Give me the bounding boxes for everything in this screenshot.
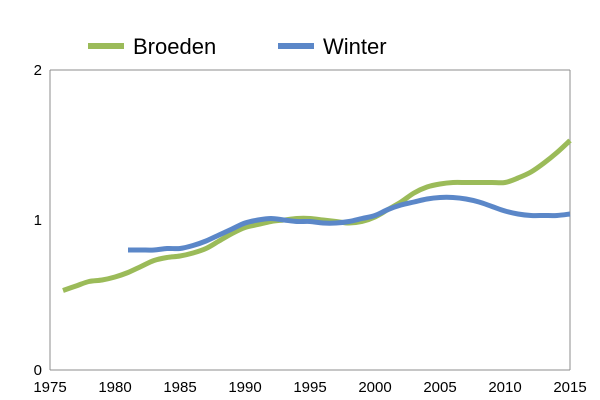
legend-label-winter: Winter bbox=[323, 34, 387, 59]
x-tick-label: 1990 bbox=[228, 379, 261, 396]
legend-label-broeden: Broeden bbox=[133, 34, 216, 59]
y-tick-label: 2 bbox=[34, 62, 42, 79]
x-ticks: 1975 1980 1985 1990 1995 2000 2005 2010 2015 bbox=[33, 379, 586, 396]
x-tick-label: 2000 bbox=[358, 379, 391, 396]
x-tick-label: 1980 bbox=[98, 379, 131, 396]
series-line-broeden bbox=[62, 138, 572, 293]
series-line-winter bbox=[127, 194, 571, 253]
series-layer bbox=[62, 138, 572, 293]
y-tick-label: 0 bbox=[34, 362, 42, 379]
x-tick-label: 2005 bbox=[423, 379, 456, 396]
y-ticks: 0 1 2 bbox=[34, 62, 42, 379]
x-tick-label: 2010 bbox=[488, 379, 521, 396]
axes bbox=[49, 69, 571, 371]
x-tick-label: 1985 bbox=[163, 379, 196, 396]
x-tick-label: 2015 bbox=[553, 379, 586, 396]
legend: Broeden Winter bbox=[88, 34, 387, 59]
y-tick-label: 1 bbox=[34, 212, 42, 229]
x-tick-label: 1975 bbox=[33, 379, 66, 396]
x-tick-label: 1995 bbox=[293, 379, 326, 396]
